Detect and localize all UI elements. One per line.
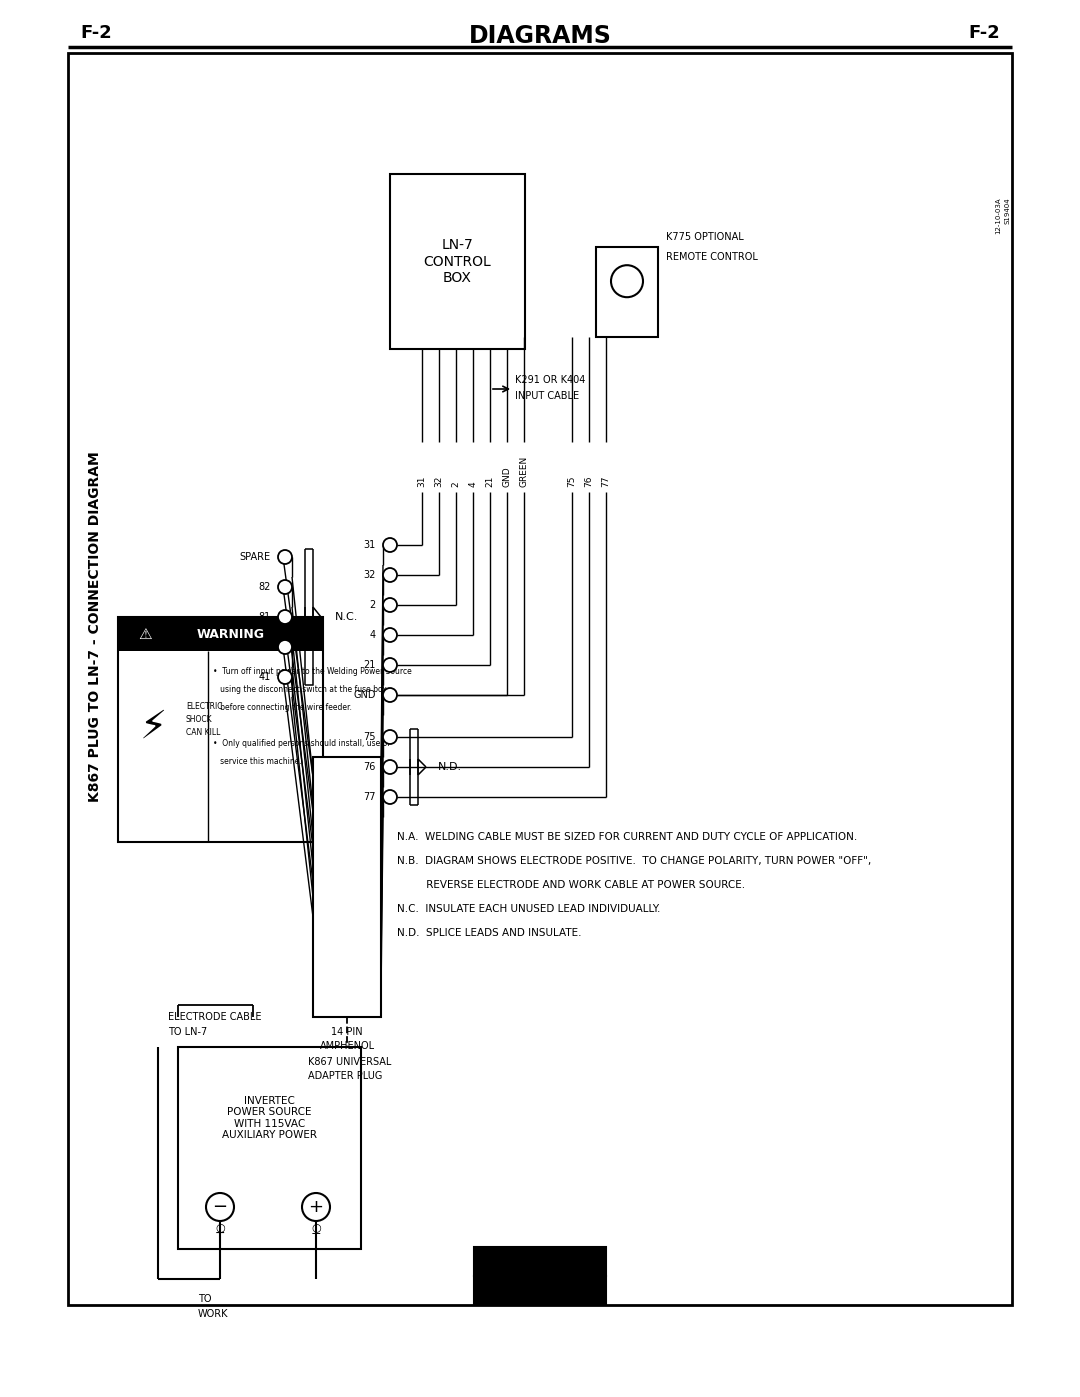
Text: N.A.  WELDING CABLE MUST BE SIZED FOR CURRENT AND DUTY CYCLE OF APPLICATION.: N.A. WELDING CABLE MUST BE SIZED FOR CUR… (397, 833, 858, 842)
Text: F-2: F-2 (80, 24, 111, 42)
Bar (313, 757, 381, 1017)
Text: TO LN-7: TO LN-7 (168, 1027, 207, 1037)
Text: GREEN: GREEN (519, 455, 528, 488)
Circle shape (383, 629, 397, 643)
Text: N.B.  DIAGRAM SHOWS ELECTRODE POSITIVE.  TO CHANGE POLARITY, TURN POWER "OFF",: N.B. DIAGRAM SHOWS ELECTRODE POSITIVE. T… (397, 856, 872, 866)
Text: 4: 4 (369, 630, 376, 640)
Text: F-2: F-2 (969, 24, 1000, 42)
Text: 31: 31 (364, 541, 376, 550)
Text: 21: 21 (486, 475, 495, 488)
Text: ⚡: ⚡ (139, 708, 166, 746)
Text: +: + (311, 1227, 322, 1241)
Text: using the disconnect switch at the fuse box: using the disconnect switch at the fuse … (213, 685, 387, 694)
Text: ELECTRIC: ELECTRIC (186, 703, 222, 711)
Text: 14 PIN: 14 PIN (332, 1027, 363, 1037)
Text: 41: 41 (259, 672, 271, 682)
Text: K867 PLUG TO LN-7 - CONNECTION DIAGRAM: K867 PLUG TO LN-7 - CONNECTION DIAGRAM (87, 451, 102, 802)
Text: INPUT CABLE: INPUT CABLE (515, 391, 579, 401)
Text: 82: 82 (258, 583, 271, 592)
Text: N.D.: N.D. (438, 761, 462, 773)
Circle shape (383, 538, 397, 552)
Bar (474, 1248, 606, 1275)
Text: GND: GND (502, 467, 512, 488)
Text: 32: 32 (434, 475, 444, 488)
Text: 32: 32 (364, 570, 376, 580)
Text: V350-PRO (CE): V350-PRO (CE) (476, 1271, 604, 1287)
Text: WORK: WORK (198, 1309, 229, 1319)
Text: 77: 77 (602, 475, 610, 488)
Text: K775 OPTIONAL: K775 OPTIONAL (666, 232, 744, 242)
Circle shape (383, 687, 397, 703)
Text: 76: 76 (584, 475, 594, 488)
Bar (178, 1046, 361, 1249)
Circle shape (383, 760, 397, 774)
Text: INVERTEC
POWER SOURCE
WITH 115VAC
AUXILIARY POWER: INVERTEC POWER SOURCE WITH 115VAC AUXILI… (222, 1095, 318, 1140)
Text: 42: 42 (258, 643, 271, 652)
Text: WARNING: WARNING (197, 627, 265, 640)
Text: 31: 31 (418, 475, 427, 488)
Circle shape (278, 580, 292, 594)
Text: ELECTRODE CABLE: ELECTRODE CABLE (168, 1011, 261, 1023)
Text: 77: 77 (364, 792, 376, 802)
Text: ELECTRIC: ELECTRIC (507, 1284, 573, 1296)
Text: ADAPTER PLUG: ADAPTER PLUG (308, 1071, 382, 1081)
Text: SPARE: SPARE (240, 552, 271, 562)
Text: K867 UNIVERSAL: K867 UNIVERSAL (308, 1058, 391, 1067)
Text: service this machine.: service this machine. (213, 757, 301, 766)
Text: N.C.: N.C. (335, 612, 359, 622)
Text: LN-7
CONTROL
BOX: LN-7 CONTROL BOX (423, 239, 491, 285)
Text: CAN KILL: CAN KILL (186, 728, 220, 738)
Text: LINCOLN®: LINCOLN® (499, 1256, 581, 1270)
Text: 2: 2 (369, 599, 376, 610)
Text: 21: 21 (364, 659, 376, 671)
Text: N.D.  SPLICE LEADS AND INSULATE.: N.D. SPLICE LEADS AND INSULATE. (397, 928, 581, 937)
Text: 75: 75 (364, 732, 376, 742)
Text: ○: ○ (311, 1222, 321, 1232)
Text: SHOCK: SHOCK (186, 715, 213, 724)
Text: TO: TO (198, 1294, 212, 1303)
Text: •  Only qualified persons should install, use or: • Only qualified persons should install,… (213, 739, 391, 747)
Text: 76: 76 (364, 761, 376, 773)
Text: K291 OR K404: K291 OR K404 (515, 374, 585, 386)
Circle shape (278, 671, 292, 685)
Bar (390, 175, 525, 349)
Text: ○: ○ (215, 1222, 225, 1232)
Text: REVERSE ELECTRODE AND WORK CABLE AT POWER SOURCE.: REVERSE ELECTRODE AND WORK CABLE AT POWE… (397, 880, 745, 890)
Text: 2: 2 (451, 482, 460, 488)
Bar (474, 1275, 606, 1303)
Circle shape (383, 569, 397, 583)
Text: 4: 4 (469, 482, 477, 488)
Text: •  Turn off input power to the Welding Power Source: • Turn off input power to the Welding Po… (213, 666, 411, 676)
Text: N.C.  INSULATE EACH UNUSED LEAD INDIVIDUALLY.: N.C. INSULATE EACH UNUSED LEAD INDIVIDUA… (397, 904, 660, 914)
Circle shape (278, 550, 292, 564)
Circle shape (383, 658, 397, 672)
Text: GND: GND (353, 690, 376, 700)
Text: 81: 81 (259, 612, 271, 622)
Circle shape (383, 598, 397, 612)
Bar (118, 617, 323, 842)
Circle shape (383, 731, 397, 745)
Circle shape (206, 1193, 234, 1221)
Circle shape (278, 610, 292, 624)
Text: AMPHENOL: AMPHENOL (320, 1041, 375, 1051)
Text: DIAGRAMS: DIAGRAMS (469, 24, 611, 47)
Bar (118, 617, 323, 651)
Text: S19404: S19404 (1005, 197, 1011, 224)
Circle shape (302, 1193, 330, 1221)
Text: −: − (213, 1199, 228, 1215)
Circle shape (611, 265, 643, 298)
Text: REMOTE CONTROL: REMOTE CONTROL (666, 251, 758, 263)
Circle shape (383, 789, 397, 805)
Text: 12-10-03A: 12-10-03A (995, 197, 1001, 233)
Bar (68, 53, 1012, 1305)
Text: before connecting the wire feeder.: before connecting the wire feeder. (213, 703, 352, 712)
Text: 75: 75 (567, 475, 577, 488)
Text: ⚠: ⚠ (138, 626, 151, 641)
Text: +: + (309, 1199, 324, 1215)
Text: −: − (215, 1227, 226, 1241)
Bar (596, 247, 658, 337)
Circle shape (278, 640, 292, 654)
